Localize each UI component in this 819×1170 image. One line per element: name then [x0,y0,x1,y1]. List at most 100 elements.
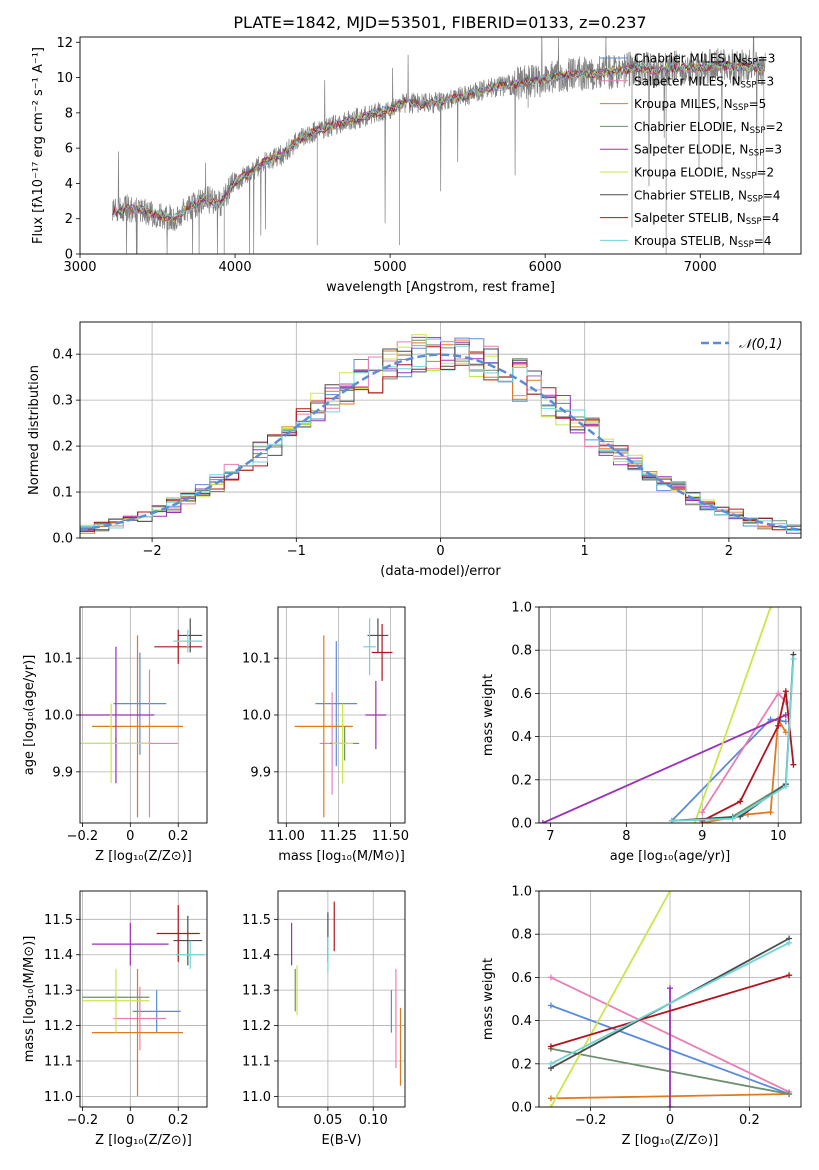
legend-subscript: SSP [742,58,758,68]
y-tick-label: 11.0 [242,1090,271,1105]
y-tick-label: 1.0 [511,601,532,616]
y-axis-label: Normed distribution [27,365,42,495]
legend-subscript: SSP [746,217,762,227]
y-tick-label: 11.5 [44,913,73,928]
mass_weight_vs_Z-panel: −0.2 0 0.2 0.0 0.2 0.4 0.6 0.8 1.0 Z [log₁₀(Z/Z⊙)… [481,885,802,1148]
weight-line-salpeter_stelib [701,691,795,822]
y-tick-label: 10.0 [242,709,271,724]
legend-suffix: =3 [756,74,774,88]
legend-subscript: SSP [741,172,757,182]
legend-suffix: =3 [758,52,776,66]
x-axis-label: Z [log₁₀(Z/Z⊙)] [622,1133,719,1148]
data-spectrum-line [112,37,766,254]
x-tick-label: 8 [622,829,630,844]
y-tick-label: 11.5 [242,913,271,928]
mass_vs_EBV-errorbars [291,901,402,1086]
weight-line-salpeter_elodie [542,714,787,823]
y-axis-label: mass [log₁₀(M/M⊙)] [22,936,37,1063]
legend-suffix: =2 [756,166,774,180]
weight-line-kroupa_stelib [671,658,795,822]
y-tick-label: 11.3 [242,984,271,999]
weight-line-kroupa_stelib [550,941,790,1065]
x-tick-label: 0 [126,1113,134,1128]
x-tick-label: 0 [436,544,444,559]
mass_weight_vs_age-lines [539,607,797,823]
legend-label-salpeter_elodie: Salpeter ELODIE, NSSP=3 [634,143,782,159]
x-tick-label: 7000 [684,260,717,275]
y-tick-label: 0.8 [511,644,532,659]
y-tick-label: 0.6 [511,971,532,986]
x-tick-label: 0 [126,829,134,844]
age_vs_Z-errorbars [80,618,203,818]
axes-frame [277,890,406,1108]
figure-title: PLATE=1842, MJD=53501, FIBERID=0133, z=0… [233,13,646,32]
y-tick-label: 0.3 [52,394,73,409]
age_vs_Z-panel: −0.2 0 0.2 9.9 10.0 10.1 Z [log₁₀(Z/Z⊙)] age [l… [22,606,208,864]
legend-subscript: SSP [747,195,763,205]
y-tick-label: 11.3 [44,984,73,999]
x-tick-label: −2 [143,544,162,559]
y-tick-label: 6 [65,142,73,157]
x-tick-label: −0.2 [67,829,99,844]
x-axis-label: (data-model)/error [380,564,501,579]
x-tick-label: 11.25 [320,829,357,844]
histograms [80,334,801,536]
x-tick-label: 0.2 [739,1113,760,1128]
x-tick-label: 6000 [529,260,562,275]
axes-frame [79,606,208,824]
legend-label-salpeter_stelib: Salpeter STELIB, NSSP=4 [634,211,779,227]
y-tick-label: 0.0 [511,1101,532,1116]
y-tick-label: 0.2 [511,1057,532,1072]
y-tick-label: 9.9 [250,765,271,780]
legend-subscript: SSP [750,126,766,136]
y-tick-label: 0.2 [52,440,73,455]
x-tick-label: 10 [770,829,787,844]
x-axis-label: wavelength [Angstrom, rest frame] [326,280,555,295]
age_vs_mass-errorbars [294,618,393,818]
mass_vs_Z-errorbars [82,905,205,1097]
legend-label-chabrier_stelib: Chabrier STELIB, NSSP=4 [634,188,781,204]
y-tick-label: 0.4 [511,1014,532,1029]
x-axis-label: Z [log₁₀(Z/Z⊙)] [95,1133,192,1148]
y-tick-label: 0.2 [511,773,532,788]
weight-line-kroupa_elodie [693,607,772,823]
legend-label-kroupa_elodie: Kroupa ELODIE, NSSP=2 [634,166,774,182]
y-tick-label: 11.0 [44,1090,73,1105]
x-axis-label: age [log₁₀(age/yr)] [610,849,731,864]
spectrum-lines [112,37,766,254]
y-tick-label: 0.8 [511,928,532,943]
age_vs_mass-panel: 11.00 11.25 11.50 9.9 10.0 10.1 mass [log₁₀(M/… [242,606,409,864]
y-tick-label: 0.0 [511,817,532,832]
y-tick-label: 9.9 [52,765,73,780]
y-tick-label: 0.1 [52,486,73,501]
mass_weight_vs_age-panel: 7 8 9 10 0.0 0.2 0.4 0.6 0.8 1.0 age [log₁₀(age/yr… [481,601,802,864]
normal-legend-label: 𝒩(0,1) [739,337,782,352]
x-tick-label: 7 [546,829,554,844]
axes-frame [79,321,802,539]
y-axis-label: Flux [fλ10⁻¹⁷ erg cm⁻² s⁻¹ A⁻¹] [31,47,46,244]
mass_vs_EBV-panel: 0.05 0.10 11.0 11.1 11.2 11.3 11.4 11.5 E(B-V) [242,890,406,1148]
spectrum-legend: Chabrier MILES, NSSP=3 Salpeter MILES, NS… [600,52,784,250]
x-tick-label: 0.10 [359,1113,388,1128]
weight-line-kroupa_elodie [550,891,671,1107]
y-tick-label: 0.0 [52,532,73,547]
y-tick-label: 4 [65,177,73,192]
y-tick-label: 10.0 [44,709,73,724]
legend-suffix: =2 [766,120,784,134]
axes-frame [538,890,802,1108]
spectrum-panel: 3000 4000 5000 6000 7000 0 2 4 6 8 10 12 wavelength … [31,36,802,295]
x-tick-label: −0.2 [67,1113,99,1128]
x-tick-label: 3000 [63,260,96,275]
x-tick-label: 11.00 [268,829,305,844]
y-tick-label: 10.1 [44,652,73,667]
y-axis-label: age [log₁₀(age/yr)] [22,655,37,776]
x-tick-label: 4000 [219,260,252,275]
y-tick-label: 8 [65,106,73,121]
legend-label-kroupa_stelib: Kroupa STELIB, NSSP=4 [634,234,772,250]
legend-suffix: =5 [749,97,767,111]
y-tick-label: 1.0 [511,885,532,900]
x-tick-label: 9 [698,829,706,844]
x-tick-label: 0.2 [168,1113,189,1128]
x-axis-label: mass [log₁₀(M/M⊙)] [278,849,405,864]
x-tick-label: 0.05 [313,1113,342,1128]
